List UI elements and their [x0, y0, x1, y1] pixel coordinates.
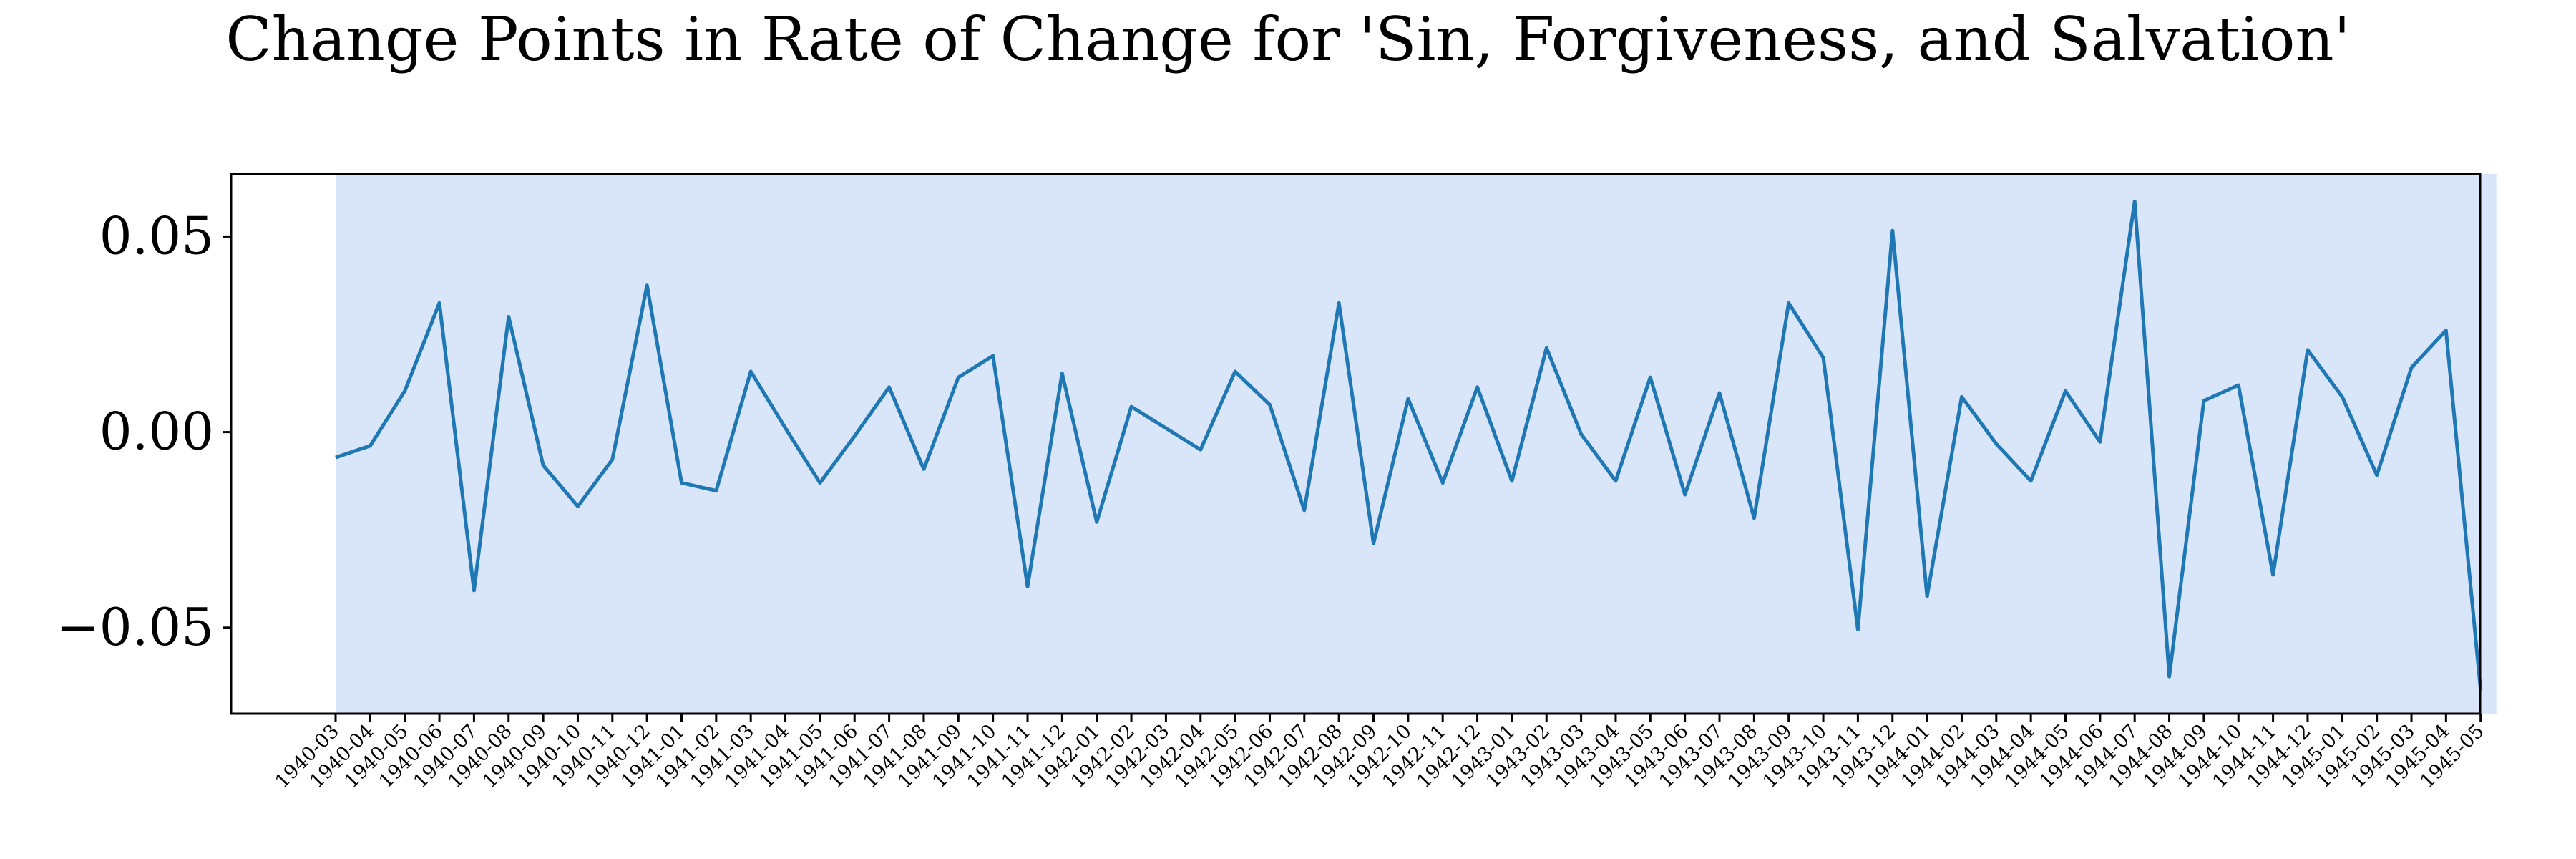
series-line-0	[335, 199, 2483, 691]
y-tick-label: −0.05	[56, 597, 214, 657]
plot-area: 0.050.00−0.051940-031940-041940-051940-0…	[56, 173, 2497, 792]
axes-frame	[230, 173, 2482, 715]
shaded-segment-0	[336, 174, 2497, 714]
y-tick-label: 0.00	[99, 402, 214, 462]
chart-title: Change Points in Rate of Change for 'Sin…	[225, 4, 2350, 74]
y-tick-label: 0.05	[99, 205, 214, 266]
